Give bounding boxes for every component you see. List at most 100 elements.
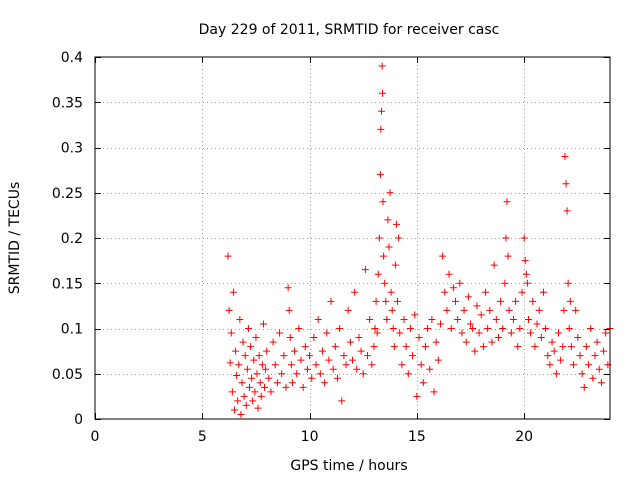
grid-lines <box>95 57 610 419</box>
data-point <box>559 343 567 351</box>
data-point <box>386 189 394 197</box>
data-point <box>477 311 485 319</box>
data-point <box>375 234 383 242</box>
data-point <box>415 334 423 342</box>
data-point <box>323 329 331 337</box>
y-axis-label: SRMTID / TECUs <box>7 182 23 295</box>
data-point <box>494 334 502 342</box>
data-point <box>273 379 281 387</box>
data-point <box>227 329 235 337</box>
x-tick-label: 5 <box>198 429 207 445</box>
data-point <box>516 325 524 332</box>
data-point <box>297 356 305 364</box>
data-point <box>291 347 299 355</box>
data-point <box>379 198 387 206</box>
data-point <box>276 329 284 337</box>
data-point <box>242 401 250 409</box>
data-point <box>321 379 329 387</box>
data-point <box>295 325 303 332</box>
data-point <box>467 320 475 328</box>
y-tick-label: 0.2 <box>61 231 83 247</box>
data-point <box>449 284 457 292</box>
data-point <box>387 288 395 296</box>
data-point <box>552 370 560 378</box>
data-point <box>370 343 378 351</box>
data-point <box>460 306 468 314</box>
data-point <box>239 338 247 346</box>
data-point <box>562 180 570 188</box>
data-point <box>504 252 512 260</box>
data-point <box>578 370 586 378</box>
data-point <box>379 89 387 97</box>
data-point <box>336 325 344 332</box>
data-point <box>377 125 385 133</box>
data-point <box>310 334 318 342</box>
data-point <box>263 347 271 355</box>
data-point <box>582 343 590 351</box>
data-point <box>436 320 444 328</box>
data-point <box>523 279 531 287</box>
data-point <box>458 329 466 337</box>
data-point <box>522 270 530 278</box>
data-point <box>471 347 479 355</box>
data-point <box>286 334 294 342</box>
data-point <box>593 338 601 346</box>
y-tick-label: 0.1 <box>61 322 83 338</box>
data-point <box>462 338 470 346</box>
data-point <box>531 343 539 351</box>
data-point <box>539 288 547 296</box>
axis-ticks: 0 5 10 15 20 0 0.05 0.1 0.15 0.2 0.25 0.3 0.35 0.4 <box>52 50 610 445</box>
data-point <box>371 325 379 332</box>
data-point <box>464 293 472 301</box>
data-point <box>411 311 419 319</box>
y-tick-label: 0.3 <box>61 141 83 157</box>
data-point <box>390 343 398 351</box>
data-point <box>469 325 477 332</box>
data-point <box>561 153 569 161</box>
data-point <box>261 383 269 391</box>
data-point <box>426 365 434 373</box>
data-point <box>473 302 481 310</box>
data-point <box>482 288 490 296</box>
data-point <box>288 379 296 387</box>
data-point <box>395 234 403 242</box>
y-tick-label: 0.05 <box>52 367 83 383</box>
data-point <box>376 171 384 179</box>
data-point <box>574 334 582 342</box>
data-point <box>278 370 286 378</box>
data-point <box>377 107 385 115</box>
data-point <box>535 306 543 314</box>
x-tick-label: 20 <box>515 429 533 445</box>
data-point <box>576 352 584 360</box>
data-point <box>246 383 253 391</box>
data-point <box>424 325 432 332</box>
data-point <box>428 315 436 323</box>
data-point <box>486 306 494 314</box>
data-point <box>400 315 408 323</box>
data-point <box>237 410 245 418</box>
data-point <box>253 370 261 378</box>
chart-title: Day 229 of 2011, SRMTID for receiver cas… <box>199 22 500 38</box>
data-point <box>392 220 400 228</box>
data-point <box>250 356 258 364</box>
data-point <box>384 216 392 224</box>
data-point <box>580 383 588 391</box>
data-point <box>417 361 425 369</box>
data-point <box>597 379 605 387</box>
data-point <box>514 343 522 351</box>
data-point <box>518 288 526 296</box>
data-point <box>243 365 251 373</box>
data-point <box>452 297 459 305</box>
data-point <box>492 315 500 323</box>
data-point <box>366 315 374 323</box>
data-point <box>364 352 372 360</box>
data-point <box>257 392 265 400</box>
data-point <box>241 352 249 360</box>
data-point <box>600 347 608 355</box>
data-point <box>331 343 339 351</box>
data-point <box>230 406 238 414</box>
data-point <box>249 397 257 405</box>
data-point <box>542 325 550 332</box>
data-point <box>502 234 510 242</box>
data-point <box>346 338 354 346</box>
